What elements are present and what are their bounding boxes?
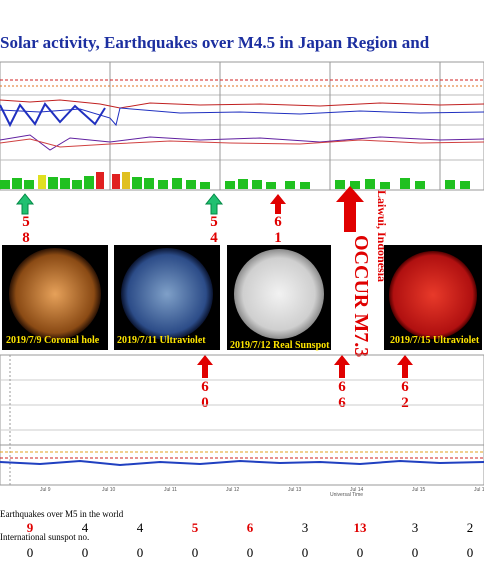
earthquake-count: 5 xyxy=(192,520,199,535)
image-caption: 2019/7/9 Coronal hole xyxy=(6,335,100,346)
axis-title: Universal Time xyxy=(330,492,363,498)
arrows xyxy=(15,186,413,378)
date-label: Jul 13 xyxy=(288,487,302,493)
sun-images xyxy=(2,245,482,350)
marker-bottom: 2 xyxy=(401,395,409,411)
sunspot-count: 0 xyxy=(247,545,254,560)
image-caption: 2019/7/15 Ultraviolet xyxy=(390,335,480,346)
upper-chart xyxy=(0,61,484,191)
lower-chart xyxy=(0,354,484,486)
sunspot-count: 0 xyxy=(412,545,419,560)
sunspot-count: 0 xyxy=(302,545,309,560)
marker-bottom: 6 xyxy=(338,395,346,411)
date-label: Jul 15 xyxy=(412,487,426,493)
marker-bottom: 1 xyxy=(274,230,282,246)
marker-bottom: 4 xyxy=(210,230,218,246)
sunspot-count: 0 xyxy=(357,545,364,560)
earthquake-count: 9 xyxy=(27,520,34,535)
title: Solar activity, Earthquakes over M4.5 in… xyxy=(0,33,430,52)
earthquakes-label: Earthquakes over M5 in the world xyxy=(0,509,124,519)
sunspot-label: International sunspot no. xyxy=(0,532,89,542)
earthquake-count: 4 xyxy=(137,520,144,535)
earthquake-count: 3 xyxy=(302,520,309,535)
earthquake-count: 13 xyxy=(354,520,368,535)
upper-bars xyxy=(0,172,470,189)
marker-top: 6 xyxy=(201,379,209,395)
date-label: Jul 12 xyxy=(226,487,240,493)
marker-bottom: 8 xyxy=(22,230,30,246)
marker-top: 5 xyxy=(210,214,218,230)
date-label: Jul 10 xyxy=(102,487,116,493)
marker-top: 5 xyxy=(22,214,30,230)
date-label: Jul 14 xyxy=(350,487,364,493)
date-label: Jul 11 xyxy=(164,487,177,493)
sunspot-count: 0 xyxy=(27,545,34,560)
sunspot-count: 0 xyxy=(82,545,89,560)
earthquake-count: 4 xyxy=(82,520,89,535)
date-label: Jul 9 xyxy=(40,487,51,493)
date-label: Jul 16 xyxy=(474,487,484,493)
marker-top: 6 xyxy=(338,379,346,395)
event-label: OCCUR M7.3 xyxy=(350,235,372,357)
marker-bottom: 0 xyxy=(201,395,209,411)
marker-top: 6 xyxy=(401,379,409,395)
earthquake-count: 2 xyxy=(467,520,474,535)
sunspot-count: 0 xyxy=(467,545,474,560)
earthquake-count: 6 xyxy=(247,520,254,535)
image-caption: 2019/7/11 Ultraviolet xyxy=(117,335,206,346)
sunspot-count: 0 xyxy=(192,545,199,560)
marker-top: 6 xyxy=(274,214,282,230)
sunspot-count: 0 xyxy=(137,545,144,560)
earthquake-count: 3 xyxy=(412,520,419,535)
image-caption: 2019/7/12 Real Sunspot xyxy=(230,340,330,351)
